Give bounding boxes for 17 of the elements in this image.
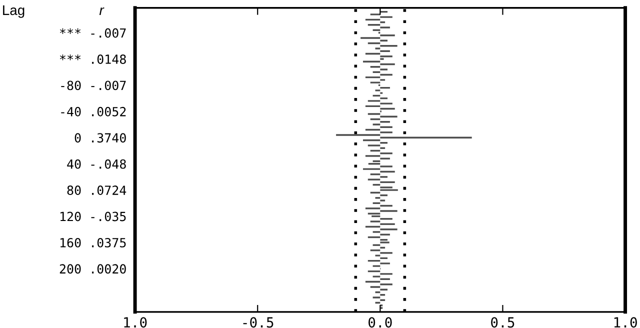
y-tick-label: *** .0148 [60, 54, 126, 64]
y-tick-label: 80 .0724 [67, 186, 126, 196]
y-tick-label: -80 -.007 [61, 80, 126, 90]
text: r [99, 8, 104, 15]
x-tick-label: 0.5 [491, 317, 514, 328]
x-tick-label: 0.0 [368, 317, 392, 328]
y-tick-label: 200 .0020 [60, 264, 126, 274]
text: Lag [3, 5, 24, 18]
y-tick-label: 40 -.048 [67, 159, 126, 169]
y-tick-label: 0 .3740 [74, 133, 126, 143]
x-tick-label: -0.5 [243, 317, 274, 328]
y-tick-label: 160 .0375 [60, 238, 126, 248]
y-tick-label: 120 -.035 [60, 212, 126, 222]
y-tick-label: -40 .0052 [61, 106, 126, 116]
y-tick-label: *** -.007 [60, 28, 126, 38]
x-tick-label: 1.0 [614, 317, 637, 328]
x-tick-label: 1.0 [124, 317, 147, 328]
